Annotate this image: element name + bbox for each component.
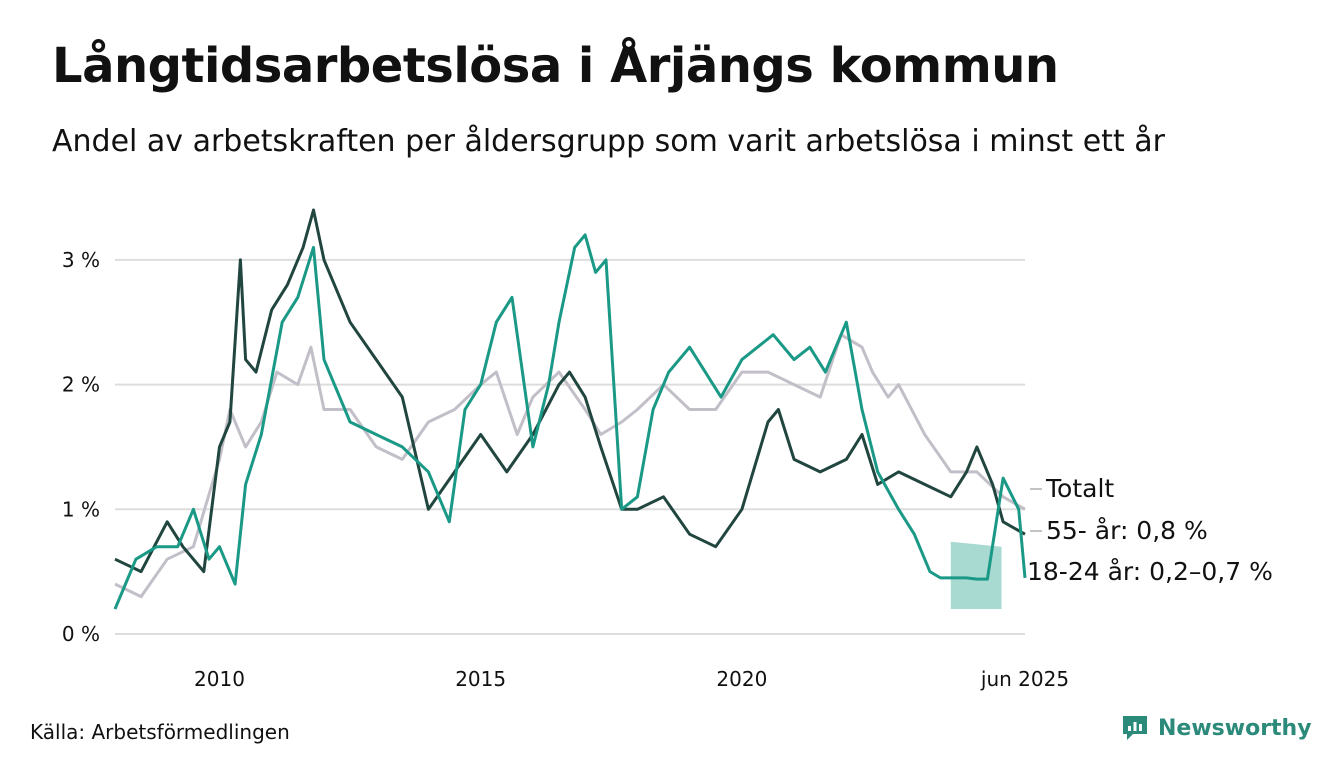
brand-logo[interactable]: Newsworthy	[1120, 713, 1312, 743]
brand-name: Newsworthy	[1158, 715, 1312, 741]
gridlines	[115, 258, 1025, 635]
y-tick-label: 1 %	[62, 497, 100, 521]
end-label: 18-24 år: 0,2–0,7 %	[1027, 557, 1273, 586]
series-totalt-line	[114, 333, 1026, 599]
y-tick-label: 3 %	[62, 248, 100, 272]
series-18-24-line	[113, 233, 1027, 610]
newsworthy-logo-icon	[1123, 716, 1147, 740]
chart-title: Långtidsarbetslösa i Årjängs kommun	[52, 38, 1059, 94]
y-tick-label: 0 %	[62, 622, 100, 646]
chart-subtitle: Andel av arbetskraften per åldersgrupp s…	[52, 124, 1165, 159]
x-tick-label: 2010	[194, 667, 245, 691]
x-tick-label: 2020	[716, 667, 767, 691]
end-label: Totalt	[1045, 474, 1114, 503]
x-tick-label: 2015	[455, 667, 506, 691]
x-tick-label: jun 2025	[980, 667, 1069, 691]
source-note: Källa: Arbetsförmedlingen	[30, 720, 290, 744]
end-label: 55- år: 0,8 %	[1046, 516, 1208, 545]
uncertainty-band-layer	[950, 541, 1002, 610]
labels-layer: 0 % 1 % 2 % 3 % 2010 2015 2020 jun 2025 Totalt 55…	[62, 248, 1273, 691]
y-tick-label: 2 %	[62, 373, 100, 397]
series-layer	[113, 208, 1027, 610]
series-55-line	[114, 208, 1026, 574]
uncertainty-band	[950, 541, 1002, 610]
